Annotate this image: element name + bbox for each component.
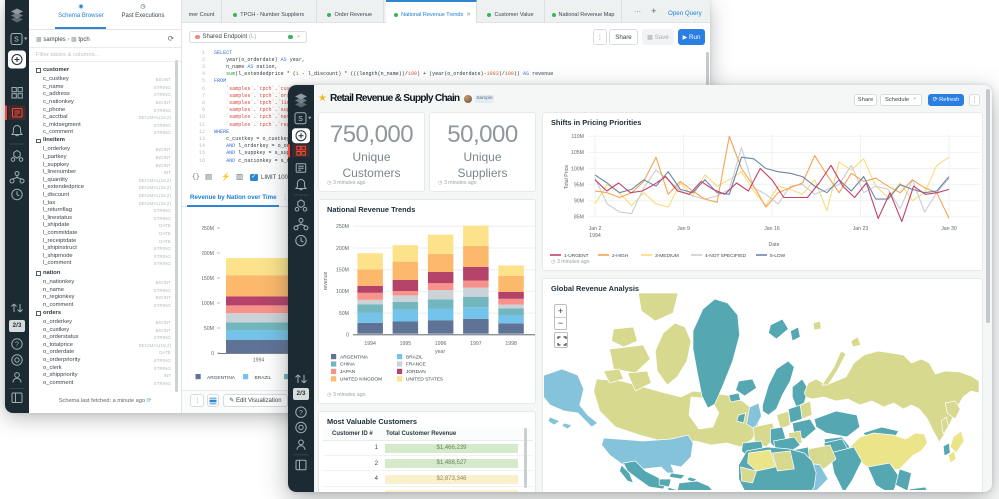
svg-text:0: 0 <box>346 333 349 339</box>
svg-text:1995: 1995 <box>400 341 412 347</box>
svg-text:85M: 85M <box>574 215 584 221</box>
svg-text:BRAZIL: BRAZIL <box>255 375 272 381</box>
svg-text:Jan 2: Jan 2 <box>589 226 602 232</box>
svg-text:year: year <box>435 349 445 355</box>
svg-text:1996: 1996 <box>435 341 447 347</box>
svg-text:1994: 1994 <box>253 358 265 364</box>
svg-text:1994: 1994 <box>364 341 376 347</box>
svg-text:150M: 150M <box>202 276 214 282</box>
svg-text:Date: Date <box>769 242 780 248</box>
svg-text:Total Price: Total Price <box>564 165 570 189</box>
svg-text:1-URGENT: 1-URGENT <box>564 253 589 259</box>
svg-text:50M: 50M <box>339 311 349 317</box>
svg-text:UNITED STATES: UNITED STATES <box>406 377 443 383</box>
svg-text:Jan 9: Jan 9 <box>677 226 690 232</box>
svg-text:?: ? <box>15 342 19 349</box>
svg-text:BRAZIL: BRAZIL <box>406 354 423 360</box>
svg-text:revenue: revenue <box>323 272 329 291</box>
svg-text:105M: 105M <box>571 150 584 156</box>
svg-text:250M: 250M <box>336 224 349 230</box>
svg-text:UNITED KINGDOM: UNITED KINGDOM <box>340 377 382 383</box>
svg-text:2-HIGH: 2-HIGH <box>612 253 629 259</box>
svg-text:100M: 100M <box>202 301 214 307</box>
svg-text:?: ? <box>299 410 303 417</box>
svg-text:S: S <box>14 37 19 44</box>
svg-text:Jan 16: Jan 16 <box>764 226 780 232</box>
svg-text:ARGENTINA: ARGENTINA <box>340 354 369 360</box>
svg-text:90M: 90M <box>574 199 584 205</box>
svg-text:95M: 95M <box>574 182 584 188</box>
svg-text:4-NOT SPECIFIED: 4-NOT SPECIFIED <box>705 253 746 259</box>
svg-text:3-MEDIUM: 3-MEDIUM <box>655 253 679 259</box>
svg-text:100M: 100M <box>336 289 349 295</box>
svg-text:250M: 250M <box>202 226 214 232</box>
svg-text:S: S <box>298 116 303 123</box>
svg-text:110M: 110M <box>571 134 584 140</box>
svg-text:0: 0 <box>211 351 214 357</box>
svg-text:200M: 200M <box>336 246 349 252</box>
svg-text:1998: 1998 <box>505 341 517 347</box>
svg-text:CHINA: CHINA <box>340 362 356 368</box>
svg-text:50M: 50M <box>204 326 214 332</box>
svg-text:200M: 200M <box>202 251 214 257</box>
svg-text:1994: 1994 <box>589 233 601 239</box>
svg-text:Jan 23: Jan 23 <box>853 226 869 232</box>
svg-text:JAPAN: JAPAN <box>340 369 356 375</box>
svg-text:100M: 100M <box>571 166 584 172</box>
svg-text:FRANCE: FRANCE <box>406 362 426 368</box>
svg-text:1997: 1997 <box>470 341 482 347</box>
svg-text:ARGENTINA: ARGENTINA <box>207 375 236 381</box>
svg-text:150M: 150M <box>336 268 349 274</box>
svg-text:JORDAN: JORDAN <box>406 369 426 375</box>
svg-text:5-LOW: 5-LOW <box>770 253 786 259</box>
svg-text:Jan 30: Jan 30 <box>941 226 957 232</box>
